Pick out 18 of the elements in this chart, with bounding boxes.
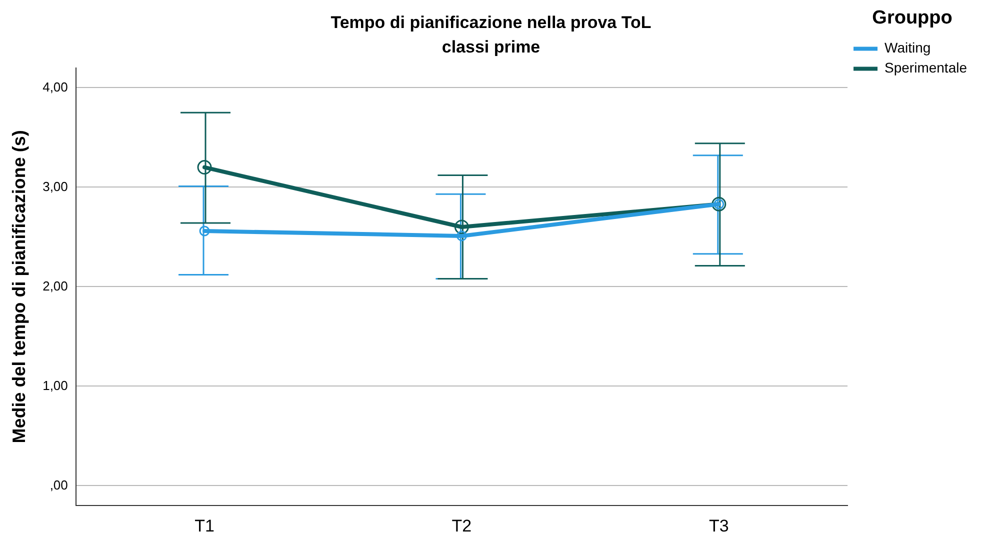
point — [454, 220, 469, 234]
legend-label: Sperimentale — [884, 60, 968, 76]
point — [199, 226, 210, 236]
x-tick-label: T3 — [708, 516, 729, 536]
point — [456, 230, 467, 242]
y-tick-label: 3,00 — [42, 178, 68, 194]
x-tick-label: T2 — [452, 516, 472, 536]
chart-subtitle: classi prime — [442, 37, 540, 56]
chart-title: Tempo di pianificazione nella prova ToL — [330, 12, 652, 32]
y-tick-label: ,00 — [50, 477, 68, 492]
y-axis-title: Medie del tempo di pianificazione (s) — [8, 130, 29, 444]
y-tick-label: 1,00 — [42, 378, 68, 393]
legend-label: Waiting — [884, 40, 931, 56]
y-tick-label: 2,00 — [42, 278, 68, 294]
legend-title: Grouppo — [872, 8, 952, 29]
point — [197, 160, 212, 175]
y-tick-label: 4,00 — [42, 79, 68, 94]
x-tick-label: T1 — [194, 516, 214, 536]
